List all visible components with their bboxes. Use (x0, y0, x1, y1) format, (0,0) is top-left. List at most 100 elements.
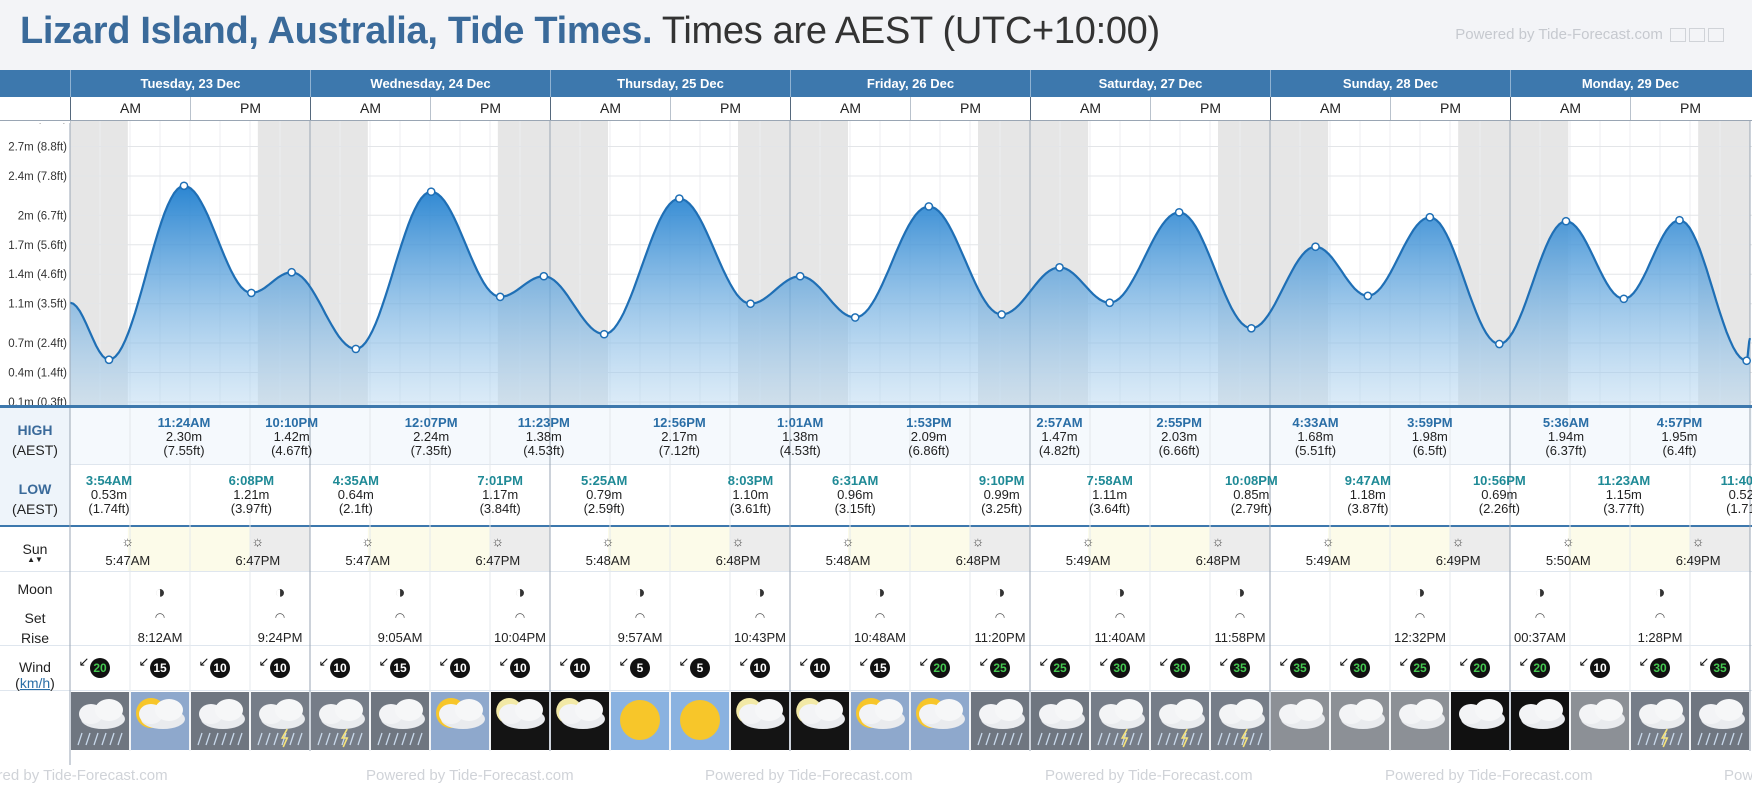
high-tide-time: 11:23PM (517, 415, 570, 430)
tide-height-ft: (6.86ft) (908, 443, 950, 458)
high-tide-time: 4:33AM (1292, 415, 1339, 430)
am-label: AM (1510, 97, 1630, 120)
low-tide-time: 11:40PM (1720, 473, 1752, 488)
high-tide-time: 12:56PM (652, 415, 706, 430)
rain-streak (1137, 732, 1143, 746)
low-tide-point (246, 288, 256, 298)
wind-direction-icon: ↙ (918, 654, 930, 669)
high-tide-label: 12:07PM 2.24m (7.35ft) (391, 416, 471, 458)
high-tide-point (1174, 207, 1184, 217)
rain-streak (417, 732, 423, 746)
low-tide-label: 7:58AM 1.11m (3.64ft) (1070, 474, 1150, 516)
tide-height-m: 1.17m (482, 487, 519, 502)
rain-streak (1045, 732, 1051, 746)
sun-set-time: 6:49PM (1435, 553, 1481, 568)
sun-disc (620, 700, 660, 740)
high-tide-label: 3:59PM 1.98m (6.5ft) (1390, 416, 1470, 458)
moon-phase-icon: ◑ (1414, 582, 1426, 602)
tide-height-m: 1.38m (782, 429, 819, 444)
wind-direction-icon: ↙ (978, 654, 990, 669)
rain-streak (1653, 732, 1659, 746)
powered-by-top[interactable]: Powered by Tide-Forecast.com (1455, 26, 1724, 43)
rain-streak (205, 732, 211, 746)
high-tide-label: 11:24AM 2.30m (7.55ft) (144, 416, 224, 458)
rain-streak (317, 732, 323, 746)
rain-streak (985, 732, 991, 746)
tide-height-ft: (3.97ft) (230, 501, 272, 516)
sun-rise-icon: ☼ (1561, 533, 1575, 549)
rain-streak (993, 732, 999, 746)
lightning-bolt (1660, 728, 1669, 748)
row-divider (0, 464, 1752, 465)
tide-height-ft: (4.67ft) (271, 443, 313, 458)
wind-speed-badge: 15 (390, 658, 410, 678)
sun-rise-time: 5:47AM (345, 553, 391, 568)
wind-direction-icon: ↙ (498, 654, 510, 669)
tide-height-ft: (4.53ft) (779, 443, 821, 458)
day-label: Saturday, 27 Dec (1030, 70, 1270, 97)
moon-phase-icon: ◑ (1654, 582, 1666, 602)
wind-speed-badge: 30 (1110, 658, 1130, 678)
rain-streak (977, 732, 983, 746)
rain-streak (1069, 732, 1075, 746)
rain-streak (257, 732, 263, 746)
moon-time: 8:12AM (137, 630, 183, 645)
high-tide-label: 12:56PM 2.17m (7.12ft) (639, 416, 719, 458)
moon-horizon-icon: ◠ (1654, 610, 1666, 624)
y-tick-label: 1.4m (4.6ft) (8, 269, 67, 281)
tide-height-ft: (3.25ft) (981, 501, 1023, 516)
tide-height-m: 2.30m (165, 429, 203, 444)
wind-direction-icon: ↙ (258, 654, 270, 669)
tide-height-ft: (3.61ft) (729, 501, 772, 516)
high-tide-point (1311, 242, 1320, 252)
y-tick-label: 2.4m (7.8ft) (8, 171, 67, 183)
powered-by-watermark: Powered by Tide-Forecast.com (366, 767, 574, 784)
rain-streak (1645, 732, 1651, 746)
tide-height-m: 2.09m (910, 429, 947, 444)
cloud-shape (1535, 699, 1563, 721)
cloud-shape (755, 699, 783, 721)
sun-icon (671, 692, 729, 750)
row-header-panel (0, 408, 70, 525)
rain-streak (229, 732, 235, 746)
tide-height-ft: (3.87ft) (1347, 501, 1389, 516)
powered-by-text[interactable]: Powered by Tide-Forecast.com (1455, 26, 1663, 43)
low-tide-point (351, 344, 361, 354)
wind-speed-badge: 10 (810, 658, 830, 678)
high-tide-point (1675, 215, 1684, 225)
powered-by-watermark: Powered by Tide-Forecast.com (1385, 767, 1593, 784)
sun-daylight-band (1088, 527, 1218, 571)
wind-direction-icon: ↙ (1398, 654, 1410, 669)
wind-direction-icon: ↙ (1638, 654, 1650, 669)
high-tide-label: 2:55PM 2.03m (6.66ft) (1139, 416, 1219, 458)
row-header: Rise (20, 630, 49, 646)
moon-phase-icon: ◑ (754, 582, 766, 602)
rain-cloud-icon (1031, 692, 1089, 750)
sun-evening-band (490, 527, 550, 571)
moon-time: 11:40AM (1094, 630, 1146, 645)
moon-time: 1:28PM (1637, 630, 1683, 645)
moon-phase-icon: ◑ (1534, 582, 1546, 602)
low-tide-point (1494, 339, 1504, 349)
rain-streak (93, 732, 99, 746)
high-tide-point (1561, 216, 1571, 226)
rain-streak (1105, 732, 1111, 746)
tide-height-ft: (1.74ft) (88, 501, 130, 516)
cloud-shape (1415, 699, 1443, 721)
sun-daylight-band (608, 527, 738, 571)
row-header: (AEST) (12, 501, 58, 517)
row-header: (AEST) (12, 442, 58, 458)
rain-streak (1217, 732, 1223, 746)
moon-horizon-icon: ◠ (394, 610, 406, 624)
sun-icon (611, 692, 669, 750)
sun-rise-time: 5:48AM (825, 553, 871, 568)
rain-streak (1113, 732, 1119, 746)
moon-time: 10:48AM (853, 630, 907, 645)
sun-daylight-band (367, 527, 498, 571)
high-tide-time: 4:57PM (1656, 415, 1703, 430)
tide-height-ft: (3.15ft) (834, 501, 876, 516)
tide-height-ft: (3.77ft) (1603, 501, 1645, 516)
wind-unit-link[interactable]: (km/h) (15, 675, 55, 691)
rain-streak (1713, 732, 1719, 746)
wind-unit[interactable]: km/h (19, 675, 51, 691)
